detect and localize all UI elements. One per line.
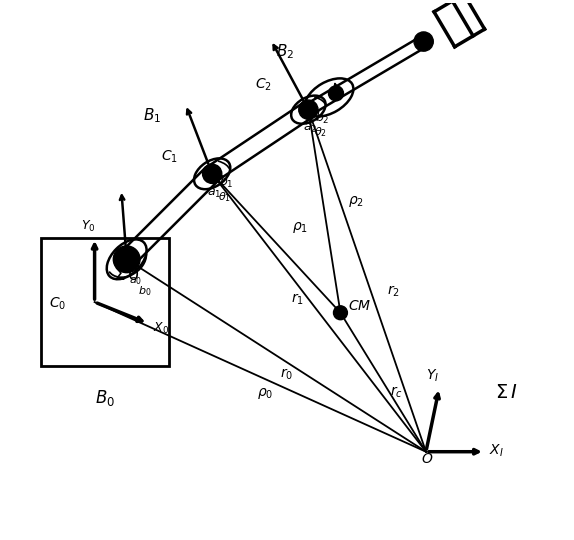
Text: $B_2$: $B_2$	[276, 42, 294, 61]
Text: $CM$: $CM$	[348, 299, 372, 313]
Text: $a_0$: $a_0$	[129, 275, 142, 287]
Text: $r_c$: $r_c$	[390, 384, 403, 400]
Text: $X_I$: $X_I$	[489, 442, 504, 459]
Text: $r_1$: $r_1$	[291, 292, 304, 307]
Text: $b_2$: $b_2$	[315, 110, 329, 125]
Circle shape	[414, 32, 433, 51]
Text: $C_0$: $C_0$	[49, 295, 67, 312]
Text: $b_1$: $b_1$	[219, 173, 233, 190]
Text: $\Sigma\,0$: $\Sigma\,0$	[114, 266, 140, 285]
Text: $a_2$: $a_2$	[303, 122, 317, 135]
Text: $\Sigma\,I$: $\Sigma\,I$	[495, 384, 518, 402]
Text: $C_2$: $C_2$	[255, 76, 272, 93]
Text: $b_0$: $b_0$	[138, 284, 152, 298]
Text: $\rho_1$: $\rho_1$	[292, 220, 308, 235]
Circle shape	[113, 246, 140, 273]
Text: $Y_I$: $Y_I$	[426, 368, 439, 384]
Text: $\theta_1$: $\theta_1$	[218, 191, 231, 204]
Text: $r_0$: $r_0$	[280, 367, 294, 382]
Text: $a_1$: $a_1$	[207, 187, 221, 200]
Text: $\rho_2$: $\rho_2$	[348, 194, 364, 209]
Text: $Y_0$: $Y_0$	[82, 219, 96, 234]
Text: $r_2$: $r_2$	[387, 284, 400, 299]
Text: $B_1$: $B_1$	[143, 106, 161, 125]
Text: $X_0$: $X_0$	[153, 320, 169, 335]
Text: $\rho_0$: $\rho_0$	[258, 387, 274, 402]
Bar	[41, 238, 169, 366]
Circle shape	[333, 306, 347, 320]
Text: $B_0$: $B_0$	[95, 388, 115, 408]
Circle shape	[328, 86, 343, 101]
Circle shape	[203, 164, 222, 184]
Text: $\theta_2$: $\theta_2$	[314, 125, 327, 139]
Text: $O$: $O$	[421, 453, 433, 467]
Circle shape	[298, 100, 318, 119]
Text: $C_1$: $C_1$	[161, 148, 179, 165]
